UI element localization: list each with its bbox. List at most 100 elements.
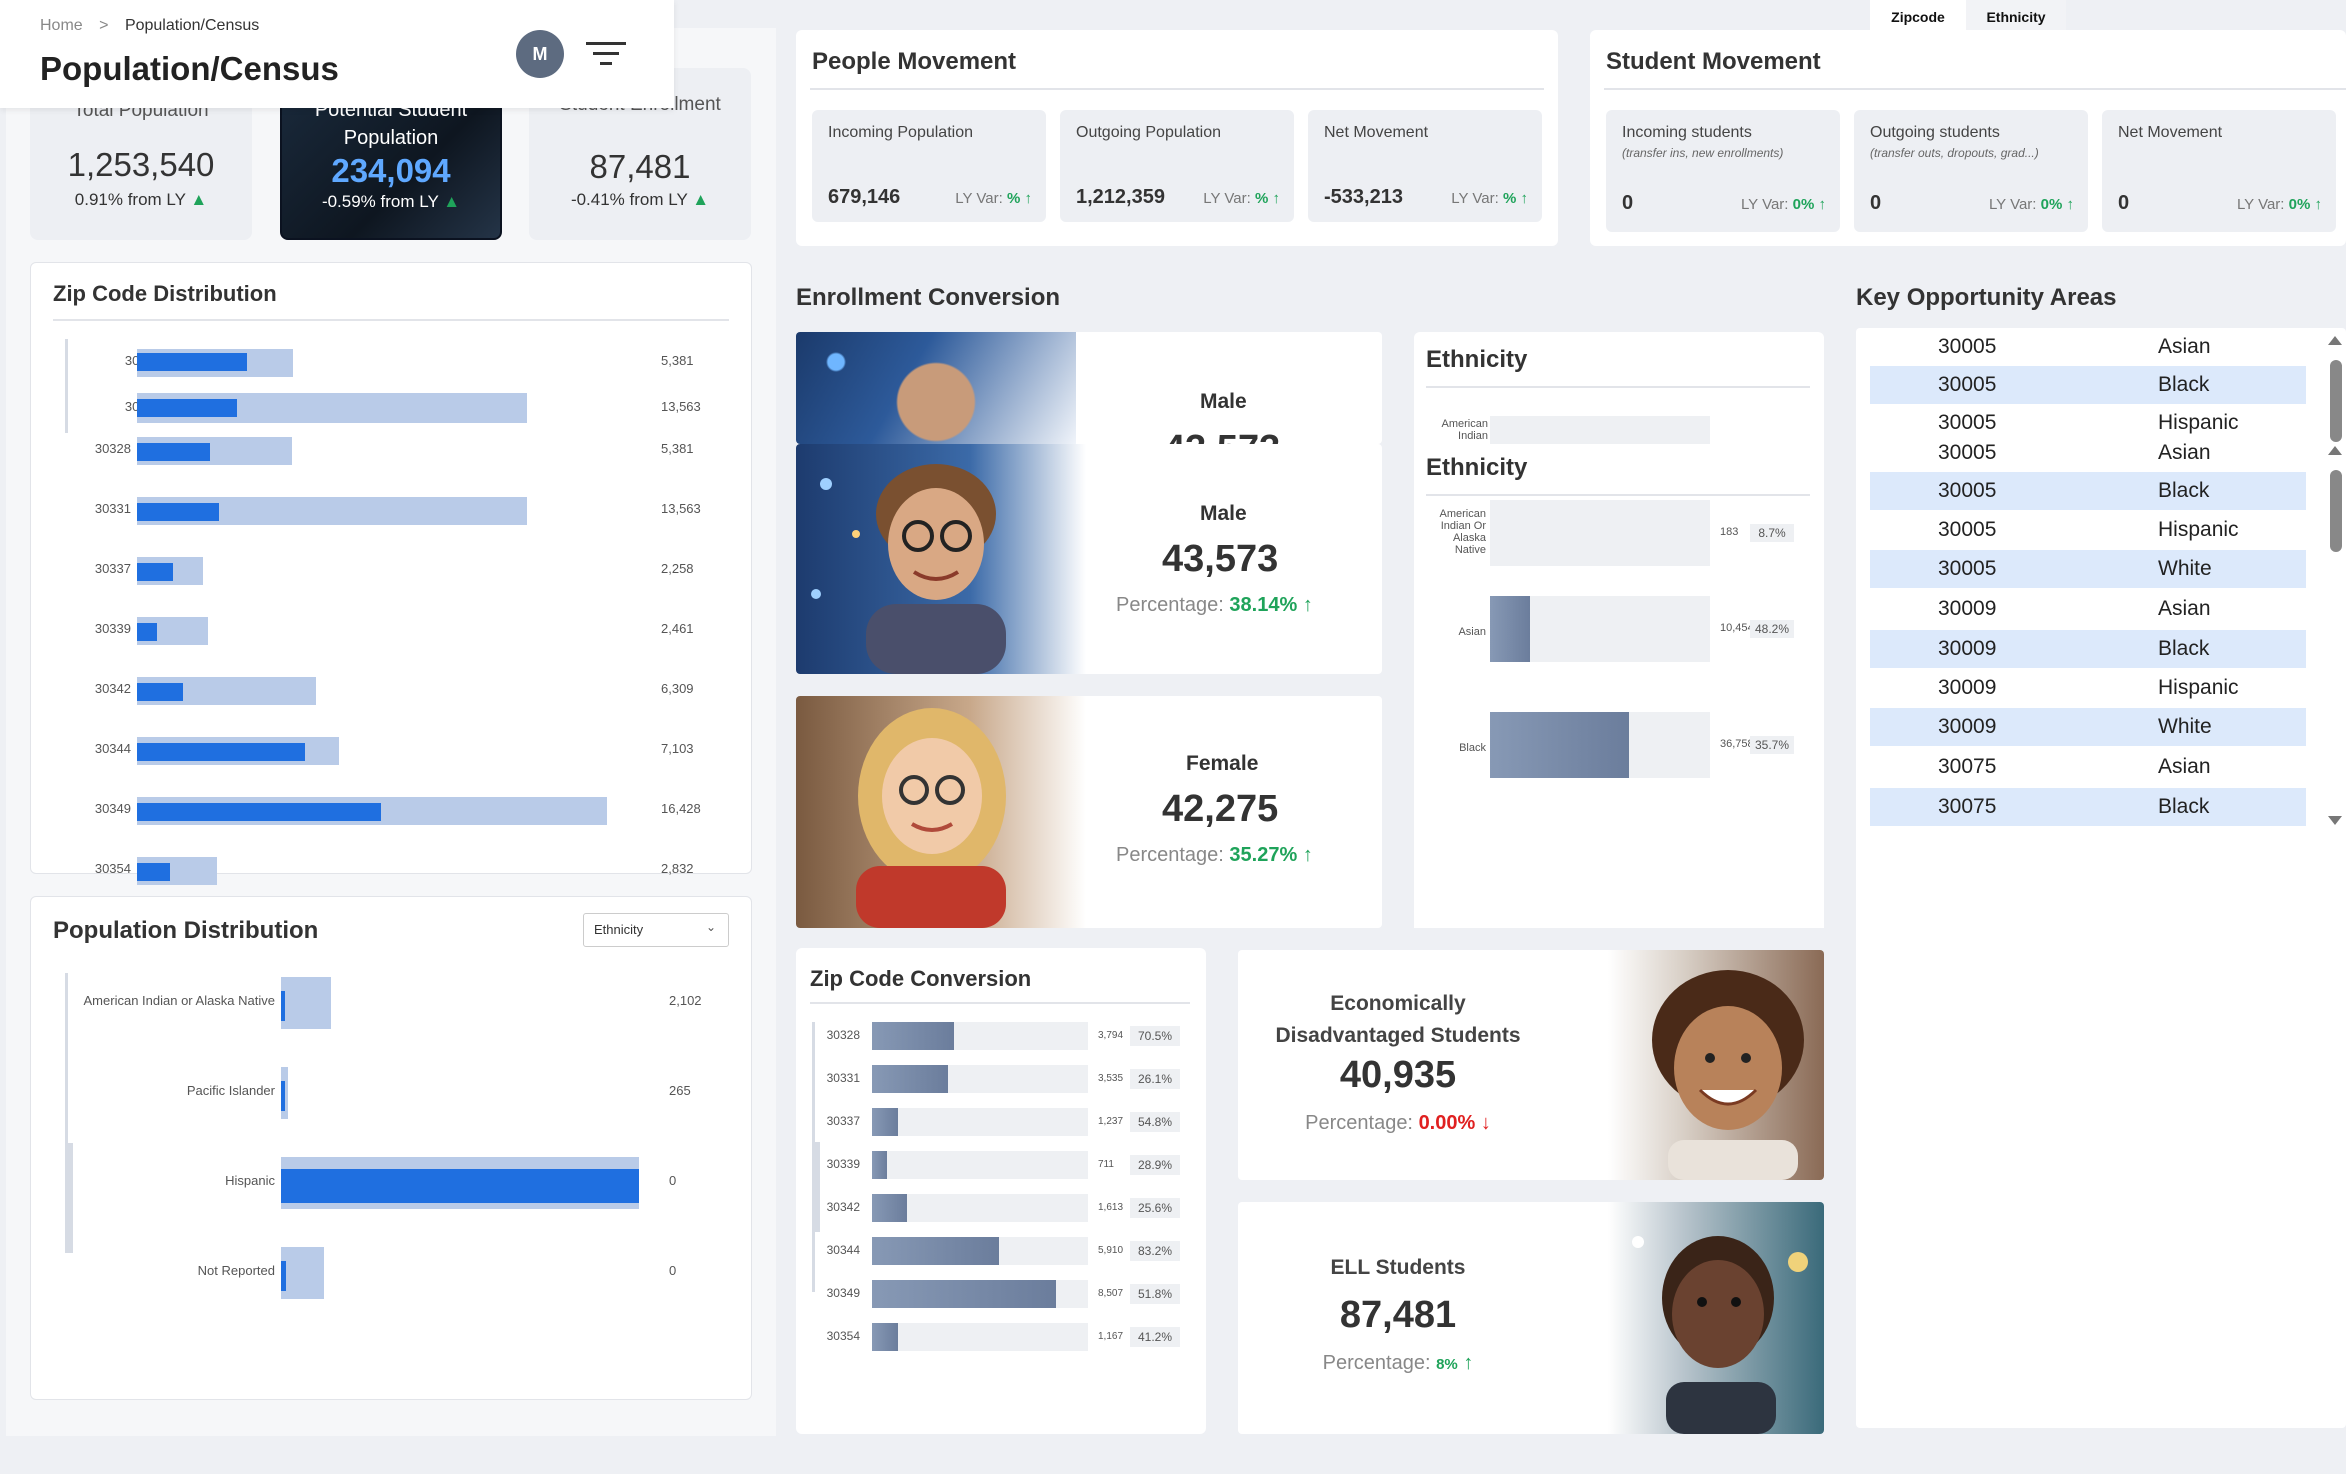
- bar-fill[interactable]: [137, 743, 305, 761]
- outgoing-population-box[interactable]: Outgoing Population 1,212,359 LY Var: % …: [1060, 110, 1294, 222]
- outgoing-students-box[interactable]: Outgoing students (transfer outs, dropou…: [1854, 110, 2088, 232]
- scroll-thumb[interactable]: [65, 1143, 73, 1253]
- gender-value: 43,573: [1162, 538, 1279, 580]
- net-movement-students-box[interactable]: Net Movement 0 LY Var: 0% ↑: [2102, 110, 2336, 232]
- bar-track[interactable]: [872, 1151, 1088, 1179]
- bar-track[interactable]: [281, 1247, 324, 1299]
- table-row[interactable]: 30005 Black: [1870, 472, 2306, 510]
- bar-fill[interactable]: [1490, 596, 1530, 662]
- econ-disadvantaged-card[interactable]: Economically Disadvantaged Students 40,93…: [1238, 950, 1824, 1180]
- bar-value: 7,103: [661, 741, 694, 756]
- avatar[interactable]: M: [516, 30, 564, 78]
- bar-fill[interactable]: [872, 1237, 999, 1265]
- scroll-up-icon[interactable]: [2328, 336, 2342, 345]
- box-value: 0: [1622, 192, 1634, 214]
- ell-students-card[interactable]: ELL Students 87,481 Percentage: 8% ↑: [1238, 1202, 1824, 1434]
- ethnicity-cell: Asian: [2158, 441, 2211, 464]
- bar-fill[interactable]: [872, 1280, 1056, 1308]
- bar-fill[interactable]: [872, 1323, 898, 1351]
- bar-fill[interactable]: [872, 1151, 887, 1179]
- title-divider: [53, 319, 729, 321]
- male-card[interactable]: Male 43,573 Percentage: 38.14% ↑: [796, 444, 1382, 674]
- table-row[interactable]: 30005 White: [1870, 550, 2306, 588]
- gender-label: Male: [1200, 390, 1247, 413]
- arrow-up-icon: ↑: [1463, 1352, 1474, 1374]
- bar-percent: 28.9%: [1130, 1155, 1180, 1175]
- table-row[interactable]: 30009 Black: [1870, 630, 2306, 668]
- scroll-thumb[interactable]: [2330, 360, 2342, 442]
- bar-fill[interactable]: [281, 991, 285, 1021]
- bar-percent: 8.7%: [1750, 524, 1794, 542]
- table-row[interactable]: 30009 White: [1870, 708, 2306, 746]
- scroll-track[interactable]: [65, 973, 68, 1253]
- filter-icon[interactable]: [586, 38, 628, 68]
- table-row[interactable]: 30075 Black: [1870, 788, 2306, 826]
- scroll-down-icon[interactable]: [2328, 816, 2342, 825]
- box-sublabel: (transfer outs, dropouts, grad...): [1870, 146, 2039, 160]
- ethnicity-main: Ethnicity American Indian Or Alaska Nati…: [1414, 444, 1824, 928]
- ethnicity-cell: White: [2158, 557, 2212, 580]
- bar-fill[interactable]: [872, 1108, 898, 1136]
- ethnicity-cell: Asian: [2158, 335, 2211, 358]
- zip-label: 30331: [94, 501, 131, 516]
- bar-fill[interactable]: [281, 1169, 639, 1203]
- ell-percentage: Percentage: 8% ↑: [1322, 1352, 1474, 1374]
- bar-fill[interactable]: [137, 623, 157, 641]
- net-movement-box[interactable]: Net Movement -533,213 LY Var: % ↑: [1308, 110, 1542, 222]
- table-row[interactable]: 30009 Asian: [1870, 590, 2306, 628]
- bar-fill[interactable]: [137, 683, 183, 701]
- table-row[interactable]: 30005 Black: [1870, 366, 2306, 404]
- ethnicity-cell: Black: [2158, 479, 2210, 502]
- bar-value: 0: [669, 1173, 677, 1188]
- bar-fill[interactable]: [137, 803, 381, 821]
- bar-fill[interactable]: [137, 563, 173, 581]
- tab-zipcode[interactable]: Zipcode: [1870, 0, 1966, 30]
- card-title: Zip Code Distribution: [53, 281, 277, 306]
- population-distribution-card: Population Distribution Ethnicity ⌄ Amer…: [30, 896, 752, 1400]
- tab-ethnicity[interactable]: Ethnicity: [1986, 9, 2046, 25]
- bar-track[interactable]: [872, 1108, 1088, 1136]
- bar-fill[interactable]: [1490, 712, 1629, 778]
- bar-track[interactable]: [281, 977, 331, 1029]
- bar-fill: [137, 353, 247, 371]
- table-row[interactable]: 30005 Asian: [1870, 328, 2306, 366]
- table-row[interactable]: 30005 Hispanic: [1870, 404, 2306, 442]
- bar-fill[interactable]: [281, 1261, 286, 1291]
- box-label: Incoming students: [1622, 124, 1752, 141]
- top-tabs: Zipcode Ethnicity: [1870, 0, 2066, 30]
- bar-fill[interactable]: [872, 1065, 948, 1093]
- table-row[interactable]: 30005 Asian: [1870, 434, 2306, 472]
- scroll-up-icon[interactable]: [2328, 446, 2342, 455]
- bar-fill[interactable]: [281, 1081, 285, 1111]
- bar-percent: 83.2%: [1130, 1241, 1180, 1261]
- bar-fill[interactable]: [872, 1194, 907, 1222]
- table-row[interactable]: 30075 Asian: [1870, 748, 2306, 786]
- bar-percent: 41.2%: [1130, 1327, 1180, 1347]
- zip-label: 30339: [826, 1157, 860, 1171]
- box-value: 1,212,359: [1076, 186, 1165, 208]
- incoming-population-box[interactable]: Incoming Population 679,146 LY Var: % ↑: [812, 110, 1046, 222]
- kpi-variance: 0.91% from LY ▲: [74, 190, 208, 209]
- bar-fill[interactable]: [137, 443, 210, 461]
- bar-fill[interactable]: [137, 863, 170, 881]
- bar-fill[interactable]: [137, 503, 219, 521]
- ethnicity-label: Hispanic: [225, 1173, 275, 1188]
- bar-track[interactable]: [1490, 500, 1710, 566]
- scroll-thumb[interactable]: [2330, 470, 2342, 552]
- breadcrumb-home[interactable]: Home: [40, 17, 83, 34]
- smiling-child-photo: [1608, 950, 1824, 1180]
- table-row[interactable]: 30005 Hispanic: [1870, 511, 2306, 549]
- scroll-thumb[interactable]: [812, 1142, 820, 1232]
- box-label: Incoming Population: [828, 124, 973, 141]
- bar-fill[interactable]: [872, 1022, 954, 1050]
- table-row[interactable]: 30009 Hispanic: [1870, 669, 2306, 707]
- ethnicity-dropdown[interactable]: Ethnicity ⌄: [583, 913, 729, 947]
- box-value: 0: [1870, 192, 1882, 214]
- zip-label: 30349: [826, 1286, 860, 1300]
- female-card[interactable]: Female 42,275 Percentage: 35.27% ↑: [796, 696, 1382, 928]
- bar-track[interactable]: [872, 1323, 1088, 1351]
- kpi-value: 1,253,540: [67, 146, 215, 183]
- incoming-students-box[interactable]: Incoming students (transfer ins, new enr…: [1606, 110, 1840, 232]
- zip-cell: 30009: [1938, 676, 1997, 699]
- bar-track[interactable]: [872, 1194, 1088, 1222]
